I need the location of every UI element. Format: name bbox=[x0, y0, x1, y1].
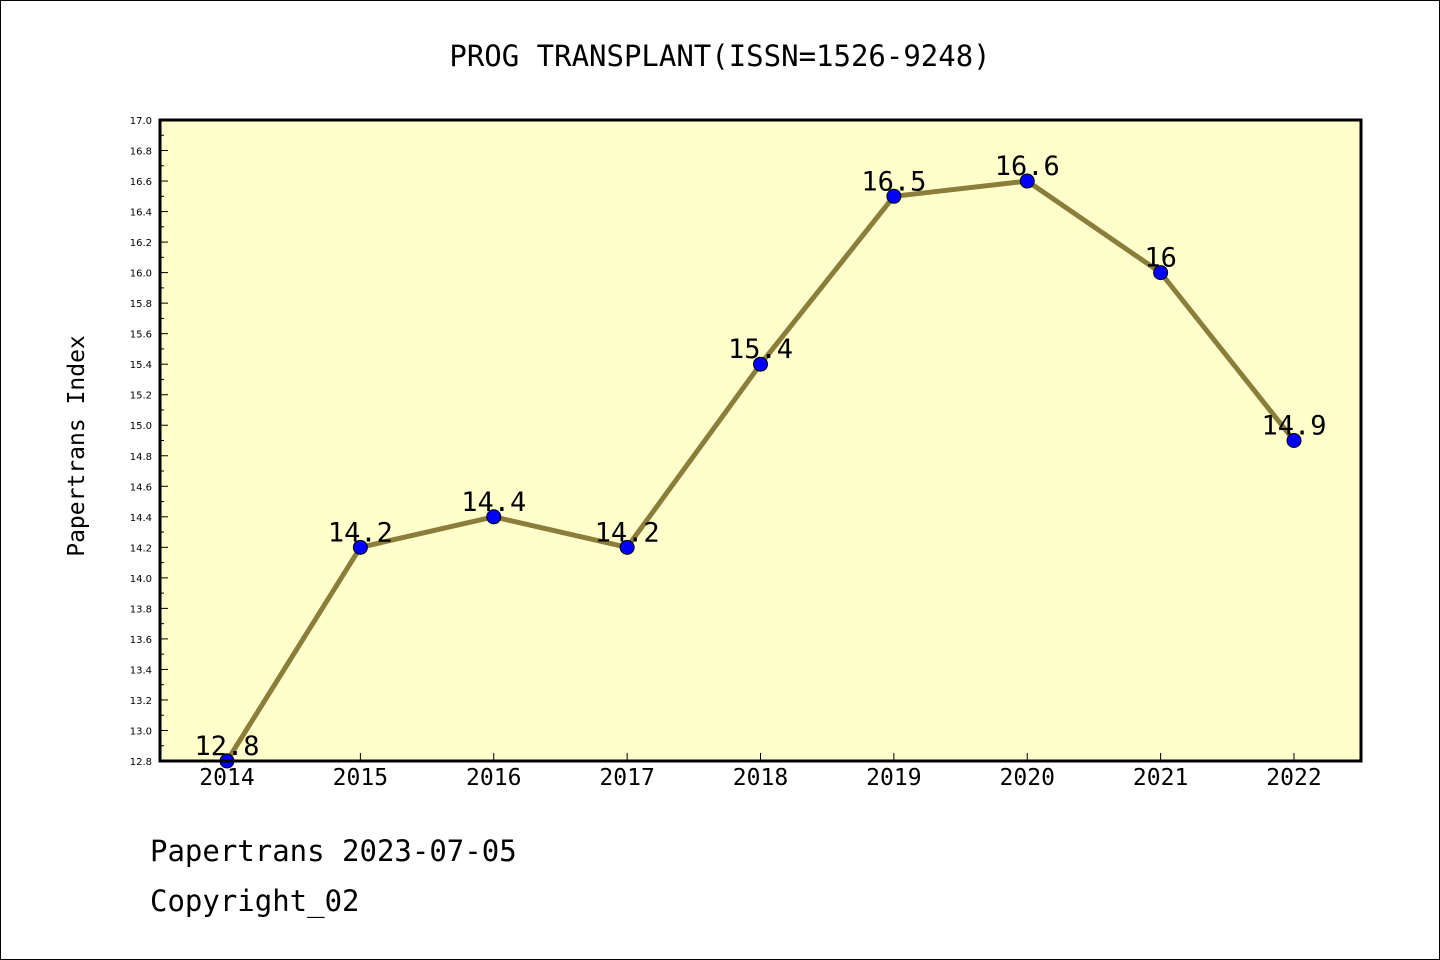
x-tick-label: 2014 bbox=[199, 765, 254, 791]
data-point bbox=[352, 539, 368, 555]
data-point bbox=[486, 509, 502, 525]
x-tick-label: 2020 bbox=[1000, 765, 1055, 791]
y-tick-label: 12.8 bbox=[130, 757, 152, 768]
plot-area bbox=[160, 120, 1361, 761]
y-tick-label: 13.8 bbox=[130, 604, 152, 615]
data-label: 16 bbox=[1144, 243, 1177, 274]
data-label: 12.8 bbox=[194, 731, 259, 762]
data-label: 14.9 bbox=[1261, 411, 1326, 442]
y-tick-label: 15.2 bbox=[130, 391, 152, 402]
source-date-text: Papertrans 2023-07-05 bbox=[150, 834, 517, 868]
chart-title: PROG TRANSPLANT(ISSN=1526-9248) bbox=[449, 39, 990, 73]
data-label: 15.4 bbox=[728, 334, 793, 365]
plot-border bbox=[158, 118, 1363, 763]
y-tick-label: 15.4 bbox=[130, 360, 152, 371]
series-layer: 12.8 14.2 14.4 14.2 15.4 16.5 16.6 16 14.9 bbox=[194, 151, 1327, 769]
y-tick-label: 16.0 bbox=[130, 269, 152, 280]
y-tick-label: 16.8 bbox=[130, 147, 152, 158]
y-tick-label: 16.6 bbox=[130, 177, 152, 188]
y-axis: 12.8 13.0 13.2 13.4 13.6 13.8 14.0 14.2 14.4 14.6… bbox=[130, 116, 168, 768]
y-tick-label: 13.6 bbox=[130, 635, 152, 646]
y-tick-label: 15.0 bbox=[130, 421, 152, 432]
x-tick-label: 2022 bbox=[1266, 765, 1321, 791]
y-tick-label: 16.4 bbox=[130, 208, 152, 219]
data-label: 16.5 bbox=[861, 166, 926, 197]
y-tick-label: 13.2 bbox=[130, 696, 152, 707]
y-tick-label: 14.2 bbox=[130, 543, 152, 554]
y-tick-label: 13.4 bbox=[130, 665, 152, 676]
data-point bbox=[619, 539, 635, 555]
copyright-text: Copyright_02 bbox=[150, 884, 360, 918]
y-axis-label: Papertrans Index bbox=[64, 335, 90, 557]
x-tick-label: 2018 bbox=[733, 765, 788, 791]
y-tick-label: 14.4 bbox=[130, 513, 152, 524]
y-tick-label: 14.6 bbox=[130, 482, 152, 493]
data-point bbox=[886, 188, 902, 204]
data-label: 14.2 bbox=[595, 517, 660, 548]
x-tick-label: 2016 bbox=[466, 765, 521, 791]
data-point bbox=[753, 356, 768, 372]
y-tick-label: 14.0 bbox=[130, 574, 152, 585]
x-tick-label: 2017 bbox=[599, 765, 654, 791]
data-point bbox=[1153, 265, 1169, 281]
y-tick-label: 14.8 bbox=[130, 452, 152, 463]
y-tick-label: 15.6 bbox=[130, 330, 152, 341]
x-tick-label: 2019 bbox=[866, 765, 921, 791]
data-point bbox=[1019, 173, 1035, 189]
y-tick-label: 16.2 bbox=[130, 238, 152, 249]
y-tick-label: 15.8 bbox=[130, 299, 152, 310]
x-tick-label: 2015 bbox=[333, 765, 388, 791]
data-label: 16.6 bbox=[995, 151, 1060, 182]
x-tick-label: 2021 bbox=[1133, 765, 1188, 791]
data-label: 14.2 bbox=[328, 517, 393, 548]
y-tick-label: 13.0 bbox=[130, 726, 152, 737]
data-point bbox=[1286, 433, 1302, 448]
x-axis: 2014 2015 2016 2017 2018 2019 2020 2021 2022 bbox=[199, 753, 1322, 791]
y-tick-label: 17.0 bbox=[130, 116, 152, 127]
data-label: 14.4 bbox=[461, 487, 526, 518]
